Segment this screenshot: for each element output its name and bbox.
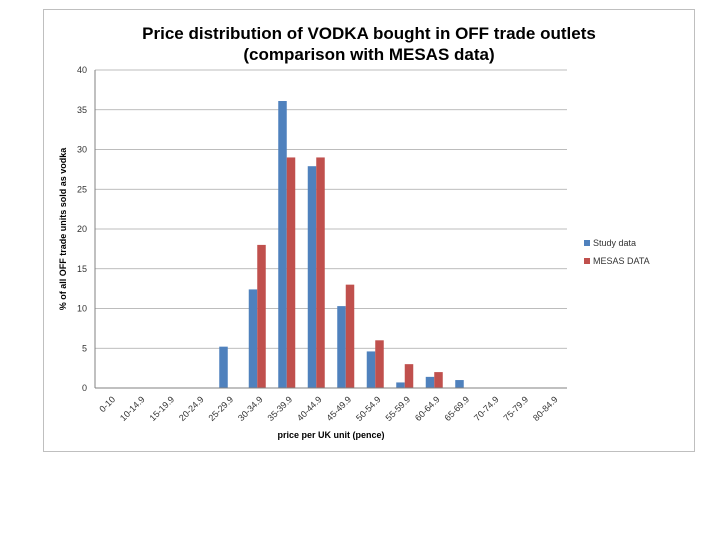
y-tick-label: 5: [82, 343, 87, 353]
bar-mesas-11: [434, 372, 443, 388]
x-tick-label: 80-84.9: [531, 394, 560, 423]
legend-label: Study data: [593, 238, 636, 248]
x-tick-label: 60-64.9: [413, 394, 442, 423]
x-tick-label: 10-14.9: [118, 394, 147, 423]
y-tick-label: 25: [77, 184, 87, 194]
y-tick-label: 30: [77, 145, 87, 155]
y-tick-label: 35: [77, 105, 87, 115]
bar-study-6: [278, 101, 287, 388]
x-tick-label: 35-39.9: [266, 394, 295, 423]
legend: Study data MESAS DATA: [584, 238, 650, 266]
y-tick-label: 40: [77, 65, 87, 75]
legend-label: MESAS DATA: [593, 256, 650, 266]
bar-mesas-5: [257, 244, 266, 388]
bar-study-7: [307, 166, 317, 388]
bar-mesas-7: [316, 157, 325, 388]
x-tick-label: 45-49.9: [325, 394, 354, 423]
bar-mesas-6: [286, 157, 296, 388]
legend-swatch: [584, 258, 590, 264]
x-tick-label: 40-44.9: [295, 394, 324, 423]
bar-study-12: [455, 380, 464, 388]
y-tick-label: 0: [82, 383, 87, 393]
x-tick-label: 65-69.9: [443, 394, 472, 423]
chart-title-line1: Price distribution of VODKA bought in OF…: [142, 24, 596, 43]
x-axis-title: price per UK unit (pence): [277, 430, 384, 440]
y-tick-label: 10: [77, 304, 87, 314]
y-tick-label: 15: [77, 264, 87, 274]
x-tick-label: 70-74.9: [472, 394, 501, 423]
bar-study-4: [219, 346, 228, 388]
bar-mesas-8: [345, 284, 355, 388]
legend-swatch: [584, 240, 590, 246]
x-tick-label: 20-24.9: [177, 394, 206, 423]
x-tick-label: 55-59.9: [384, 394, 413, 423]
y-tick-label: 20: [77, 224, 87, 234]
bars: [219, 101, 464, 388]
bar-mesas-10: [404, 364, 414, 388]
y-axis-title: % of all OFF trade units sold as vodka: [58, 147, 68, 311]
x-tick-label: 75-79.9: [502, 394, 531, 423]
x-tick-label: 0-10: [97, 394, 117, 414]
x-tick-label: 15-19.9: [148, 394, 177, 423]
x-tick-label: 30-34.9: [236, 394, 265, 423]
bar-study-10: [396, 382, 405, 388]
gridlines: [95, 69, 567, 349]
bar-study-8: [337, 306, 346, 388]
bar-study-9: [366, 351, 376, 388]
chart-title-line2: (comparison with MESAS data): [243, 45, 495, 64]
x-tick-label: 50-54.9: [354, 394, 383, 423]
bar-study-11: [425, 376, 435, 388]
bar-mesas-9: [375, 340, 384, 388]
bar-study-5: [248, 289, 258, 388]
x-tick-label: 25-29.9: [207, 394, 236, 423]
